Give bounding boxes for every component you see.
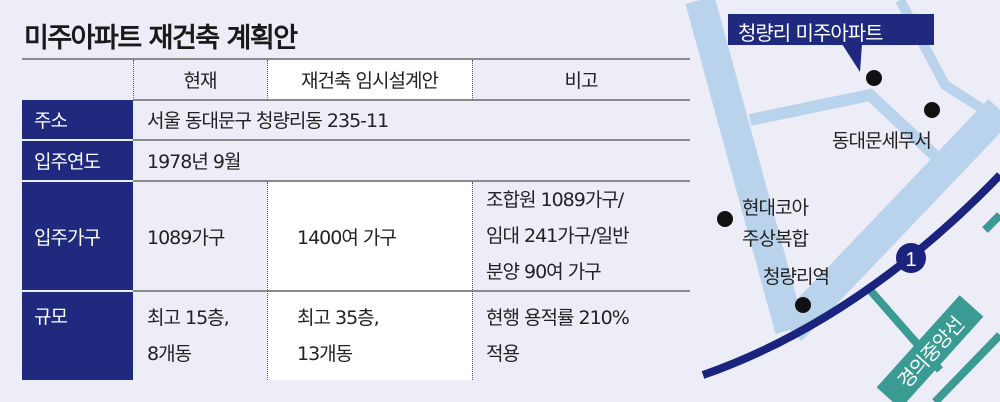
year-value: 1978년 9월 (147, 151, 241, 173)
callout-box (728, 14, 934, 45)
scale-current: 최고 15층, 8개동 (133, 292, 230, 380)
text-line: 적용 (486, 343, 520, 365)
row-label-households: 입주가구 (22, 182, 133, 290)
line1-track (701, 172, 1000, 379)
text-line: 최고 15층, (147, 307, 230, 329)
note-line: 임대 241가구/일반 (486, 225, 630, 247)
divider (22, 58, 690, 60)
line1-badge: 1 (905, 249, 916, 271)
header-note: 비고 (564, 70, 599, 92)
row-label-year: 입주연도 (22, 141, 133, 180)
road (748, 88, 950, 170)
page-title: 미주아파트 재건축 계획안 (24, 23, 298, 54)
households-plan: 1400여 가구 (297, 226, 397, 249)
callout-label: 청량리 미주아파트 (738, 21, 884, 45)
text-line: 현행 용적률 210% (486, 307, 630, 329)
header-plan: 재건축 임시설계안 (267, 60, 472, 99)
households-note: 조합원 1089가구/ 임대 241가구/일반 분양 90여 가구 (472, 182, 630, 290)
text-line: 13개동 (297, 343, 353, 365)
header-current: 현재 (183, 70, 218, 92)
households-current: 1089가구 (147, 226, 225, 249)
marker-station (795, 297, 811, 313)
marker-tax-office (924, 102, 940, 118)
place-label: 동대문세무서 (832, 130, 932, 152)
text-line: 최고 35층, (297, 307, 380, 329)
line1-badge-icon (896, 243, 926, 273)
marker-apartment (866, 70, 882, 86)
note-line: 조합원 1089가구/ (486, 189, 624, 211)
road (685, 0, 805, 334)
scale-plan: 최고 35층, 13개동 (267, 292, 380, 380)
address-value: 서울 동대문구 청량리동 235-11 (147, 110, 389, 132)
marker-hyundai-core (717, 211, 733, 227)
road (778, 98, 1000, 342)
note-line: 분양 90여 가구 (486, 261, 602, 283)
scale-note: 현행 용적률 210% 적용 (472, 292, 630, 380)
place-label: 청량리역 (763, 266, 830, 288)
place-label: 주상복합 (742, 228, 809, 250)
line-name-box (876, 295, 984, 402)
row-label-address: 주소 (22, 100, 133, 139)
text-line: 8개동 (147, 343, 192, 365)
callout-pointer (842, 44, 862, 72)
row-label-scale: 규모 (22, 292, 133, 380)
place-label: 현대코아 (742, 197, 809, 219)
